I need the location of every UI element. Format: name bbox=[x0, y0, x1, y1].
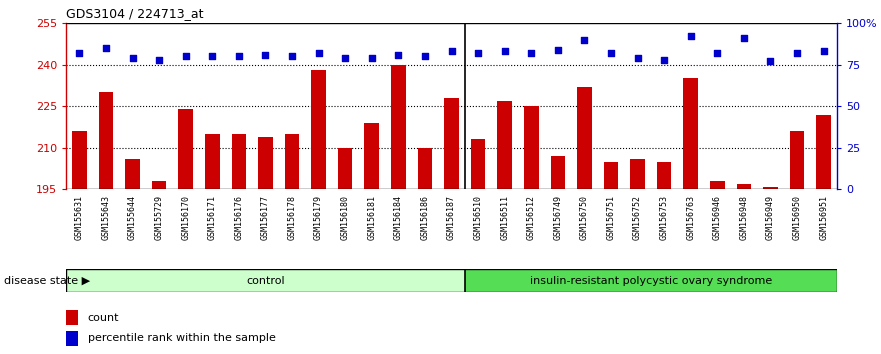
Point bbox=[418, 53, 432, 59]
Text: GDS3104 / 224713_at: GDS3104 / 224713_at bbox=[66, 7, 204, 21]
Text: GSM156187: GSM156187 bbox=[447, 195, 456, 240]
Text: GSM156176: GSM156176 bbox=[234, 195, 243, 240]
Bar bbox=[66, 269, 465, 292]
Bar bbox=[311, 70, 326, 189]
Bar bbox=[72, 131, 86, 189]
Bar bbox=[444, 98, 459, 189]
Bar bbox=[285, 134, 300, 189]
Text: GSM156951: GSM156951 bbox=[819, 195, 828, 240]
Point bbox=[551, 47, 565, 52]
Point bbox=[657, 57, 671, 62]
Text: GSM156186: GSM156186 bbox=[420, 195, 429, 240]
Bar bbox=[630, 159, 645, 189]
Bar bbox=[258, 137, 273, 189]
Bar bbox=[710, 181, 725, 189]
Point bbox=[232, 53, 246, 59]
Text: GSM156179: GSM156179 bbox=[315, 195, 323, 240]
Text: GSM156949: GSM156949 bbox=[766, 195, 775, 240]
Bar bbox=[66, 310, 78, 325]
Text: disease state ▶: disease state ▶ bbox=[4, 275, 91, 285]
Bar bbox=[125, 159, 140, 189]
Point bbox=[152, 57, 167, 62]
Text: GSM155643: GSM155643 bbox=[101, 195, 110, 240]
Bar bbox=[789, 131, 804, 189]
Point bbox=[790, 50, 804, 56]
Text: GSM156510: GSM156510 bbox=[474, 195, 483, 240]
Bar bbox=[817, 115, 831, 189]
Bar bbox=[152, 181, 167, 189]
Point bbox=[72, 50, 86, 56]
Point bbox=[710, 50, 724, 56]
Bar bbox=[603, 162, 618, 189]
Bar bbox=[365, 123, 379, 189]
Text: GSM156512: GSM156512 bbox=[527, 195, 536, 240]
Point bbox=[444, 48, 458, 54]
Bar bbox=[99, 92, 114, 189]
Text: GSM155729: GSM155729 bbox=[154, 195, 164, 240]
Point bbox=[312, 50, 326, 56]
Text: GSM156171: GSM156171 bbox=[208, 195, 217, 240]
Bar bbox=[684, 79, 698, 189]
Text: insulin-resistant polycystic ovary syndrome: insulin-resistant polycystic ovary syndr… bbox=[529, 275, 772, 286]
Text: GSM156170: GSM156170 bbox=[181, 195, 190, 240]
Text: GSM156180: GSM156180 bbox=[341, 195, 350, 240]
Bar bbox=[498, 101, 512, 189]
Bar bbox=[66, 331, 78, 346]
Bar bbox=[470, 139, 485, 189]
Text: GSM156763: GSM156763 bbox=[686, 195, 695, 240]
Bar bbox=[338, 148, 352, 189]
Point bbox=[258, 52, 272, 57]
Text: GSM156753: GSM156753 bbox=[660, 195, 669, 240]
Point bbox=[125, 55, 139, 61]
Point bbox=[471, 50, 485, 56]
Text: GSM156184: GSM156184 bbox=[394, 195, 403, 240]
Point bbox=[391, 52, 405, 57]
Text: GSM155631: GSM155631 bbox=[75, 195, 84, 240]
Text: GSM156511: GSM156511 bbox=[500, 195, 509, 240]
Text: GSM156749: GSM156749 bbox=[553, 195, 562, 240]
Text: GSM156178: GSM156178 bbox=[287, 195, 297, 240]
Point bbox=[365, 55, 379, 61]
Bar bbox=[418, 148, 433, 189]
Text: GSM156181: GSM156181 bbox=[367, 195, 376, 240]
Point bbox=[524, 50, 538, 56]
Point bbox=[604, 50, 618, 56]
Text: GSM156946: GSM156946 bbox=[713, 195, 722, 240]
Point bbox=[764, 58, 778, 64]
Text: control: control bbox=[246, 275, 285, 286]
Text: percentile rank within the sample: percentile rank within the sample bbox=[88, 333, 276, 343]
Text: GSM156750: GSM156750 bbox=[580, 195, 589, 240]
Point bbox=[179, 53, 193, 59]
Bar bbox=[551, 156, 565, 189]
Point bbox=[285, 53, 299, 59]
Text: GSM155644: GSM155644 bbox=[128, 195, 137, 240]
Point bbox=[205, 53, 219, 59]
Bar bbox=[657, 162, 671, 189]
Text: GSM156752: GSM156752 bbox=[633, 195, 642, 240]
Point bbox=[684, 34, 698, 39]
Point bbox=[498, 48, 512, 54]
Point bbox=[817, 48, 831, 54]
Bar bbox=[465, 269, 837, 292]
Bar bbox=[763, 187, 778, 189]
Point bbox=[338, 55, 352, 61]
Text: GSM156948: GSM156948 bbox=[739, 195, 749, 240]
Bar bbox=[232, 134, 246, 189]
Bar bbox=[524, 106, 538, 189]
Point bbox=[99, 45, 113, 51]
Bar bbox=[737, 184, 751, 189]
Bar bbox=[577, 87, 592, 189]
Bar bbox=[205, 134, 219, 189]
Bar bbox=[391, 65, 405, 189]
Bar bbox=[178, 109, 193, 189]
Point bbox=[737, 35, 751, 41]
Text: GSM156950: GSM156950 bbox=[793, 195, 802, 240]
Point bbox=[631, 55, 645, 61]
Text: count: count bbox=[88, 313, 119, 323]
Text: GSM156751: GSM156751 bbox=[606, 195, 616, 240]
Text: GSM156177: GSM156177 bbox=[261, 195, 270, 240]
Point bbox=[577, 37, 591, 42]
